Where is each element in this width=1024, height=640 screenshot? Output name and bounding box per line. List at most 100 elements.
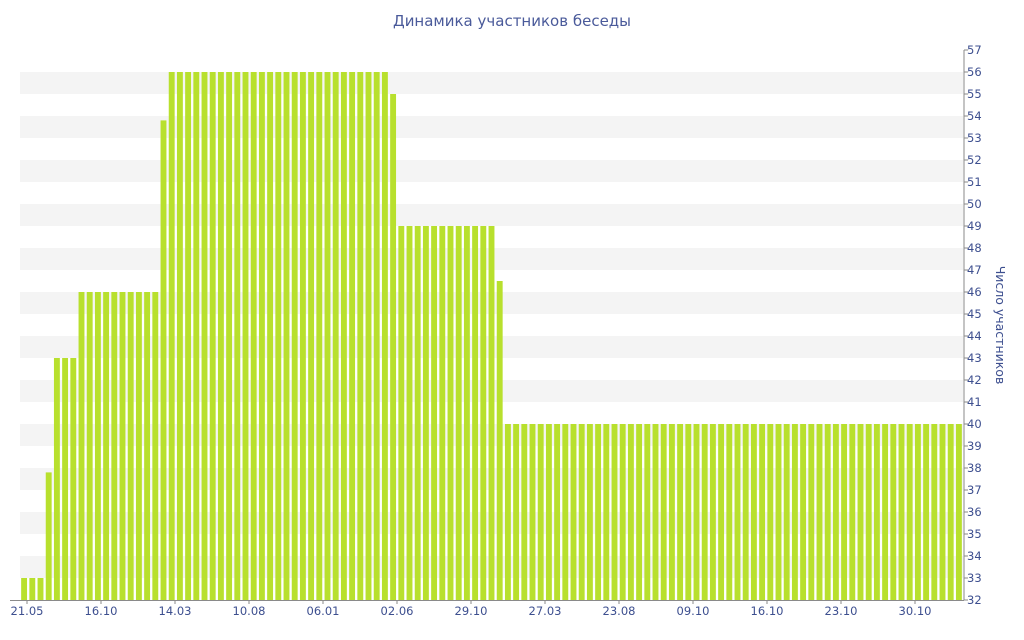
y-tick-label: 35 (967, 527, 982, 541)
y-tick-label: 45 (967, 307, 982, 321)
x-tick-label: 27.03 (529, 604, 562, 618)
x-tick-label: 23.10 (825, 604, 858, 618)
bar (562, 424, 568, 600)
x-axis: 21.05 16.10 14.03 10.08 06.01 02.06 29.10 27.03… (10, 600, 964, 618)
bar (111, 292, 117, 600)
bar (284, 72, 290, 600)
bar (390, 94, 396, 600)
bar (62, 358, 68, 600)
bar (54, 358, 60, 600)
x-tick-label: 23.08 (603, 604, 636, 618)
bar (505, 424, 511, 600)
bar (431, 226, 437, 600)
y-tick-label: 39 (967, 439, 982, 453)
bar (79, 292, 85, 600)
bar (136, 292, 142, 600)
bar (349, 72, 355, 600)
bar (325, 72, 331, 600)
bar (702, 424, 708, 600)
y-tick-label: 34 (967, 549, 982, 563)
bar (366, 72, 372, 600)
bar (833, 424, 839, 600)
y-tick-label: 54 (967, 109, 982, 123)
bar (275, 72, 281, 600)
y-axis: 32 33 34 35 36 37 38 39 40 41 42 43 44 45 46 47 48 49 50 51… (964, 43, 982, 607)
x-tick-label: 30.10 (899, 604, 932, 618)
bar (866, 424, 872, 600)
bar (653, 424, 659, 600)
bar (620, 424, 626, 600)
bar (800, 424, 806, 600)
y-tick-label: 46 (967, 285, 982, 299)
y-tick-label: 38 (967, 461, 982, 475)
bar (726, 424, 732, 600)
bar (808, 424, 814, 600)
y-tick-label: 40 (967, 417, 982, 431)
bar (193, 72, 199, 600)
y-axis-label: Число участников (993, 266, 1008, 385)
bar (259, 72, 265, 600)
bar (202, 72, 208, 600)
bar (333, 72, 339, 600)
bar (382, 72, 388, 600)
bar (776, 424, 782, 600)
bar (308, 72, 314, 600)
bar (751, 424, 757, 600)
y-tick-label: 53 (967, 131, 982, 145)
bar (480, 226, 486, 600)
bar (497, 281, 503, 600)
bar (767, 424, 773, 600)
bar (587, 424, 593, 600)
bar (546, 424, 552, 600)
bar (743, 424, 749, 600)
bar (423, 226, 429, 600)
y-tick-label: 52 (967, 153, 982, 167)
bar (530, 424, 536, 600)
y-tick-label: 57 (967, 43, 982, 57)
bar (292, 72, 298, 600)
bar (579, 424, 585, 600)
bar (46, 472, 52, 600)
y-tick-label: 50 (967, 197, 982, 211)
y-tick-label: 41 (967, 395, 982, 409)
bar (128, 292, 134, 600)
y-tick-label: 44 (967, 329, 982, 343)
bar (661, 424, 667, 600)
x-tick-label: 16.10 (751, 604, 784, 618)
bar (694, 424, 700, 600)
bar (218, 72, 224, 600)
y-tick-label: 48 (967, 241, 982, 255)
bar (858, 424, 864, 600)
bar (144, 292, 150, 600)
y-tick-label: 32 (967, 593, 982, 607)
bar (521, 424, 527, 600)
bar (603, 424, 609, 600)
x-tick-label: 09.10 (677, 604, 710, 618)
bar (407, 226, 413, 600)
y-tick-label: 37 (967, 483, 982, 497)
y-tick-label: 33 (967, 571, 982, 585)
bar (21, 578, 27, 600)
x-tick-label: 29.10 (455, 604, 488, 618)
bar (95, 292, 101, 600)
bar (636, 424, 642, 600)
bar (439, 226, 445, 600)
y-tick-label: 43 (967, 351, 982, 365)
y-tick-label: 56 (967, 65, 982, 79)
bar (267, 72, 273, 600)
bar (841, 424, 847, 600)
y-tick-label: 55 (967, 87, 982, 101)
bar (759, 424, 765, 600)
bar (456, 226, 462, 600)
y-tick-label: 42 (967, 373, 982, 387)
bar (29, 578, 35, 600)
bar (341, 72, 347, 600)
bar (735, 424, 741, 600)
x-tick-label: 10.08 (233, 604, 266, 618)
bar (710, 424, 716, 600)
bar (792, 424, 798, 600)
bar (907, 424, 913, 600)
bar (103, 292, 109, 600)
grid-band (20, 72, 963, 94)
bar (628, 424, 634, 600)
